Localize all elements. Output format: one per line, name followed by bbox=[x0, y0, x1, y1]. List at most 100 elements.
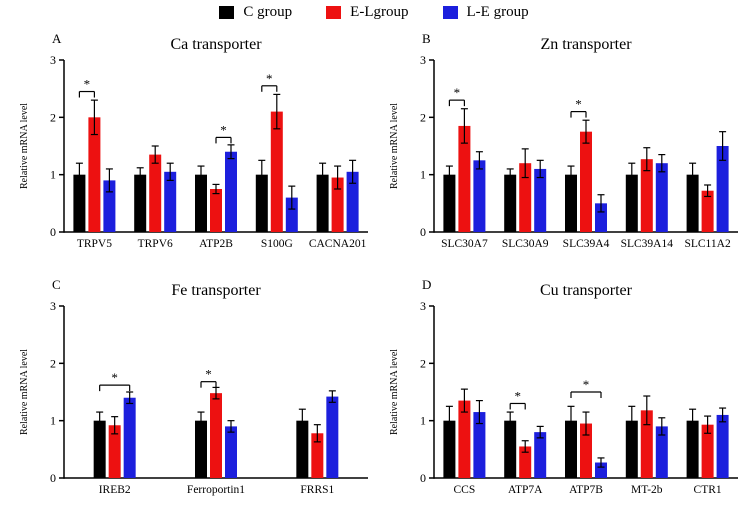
category-label: SLC39A14 bbox=[621, 238, 674, 250]
chart-title: Ca transporter bbox=[170, 36, 262, 53]
y-tick-label: 3 bbox=[420, 53, 426, 67]
bar bbox=[458, 125, 471, 232]
category-label: SLC30A7 bbox=[441, 238, 488, 250]
bar bbox=[580, 423, 592, 478]
significance-star: * bbox=[575, 97, 582, 112]
bar bbox=[686, 174, 699, 232]
significance-star: * bbox=[205, 367, 212, 382]
bar bbox=[103, 180, 116, 232]
bar bbox=[195, 420, 207, 478]
legend-label-c-group: C group bbox=[243, 4, 293, 20]
significance-star: * bbox=[220, 122, 227, 137]
significance-star: * bbox=[84, 77, 91, 92]
bar bbox=[640, 159, 653, 232]
bar bbox=[565, 174, 577, 232]
chart-title: Zn transporter bbox=[540, 36, 632, 53]
bar bbox=[195, 174, 207, 232]
legend-label-el-group: E-Lgroup bbox=[350, 4, 409, 20]
y-tick-label: 0 bbox=[50, 471, 56, 485]
bar bbox=[88, 117, 101, 232]
y-axis-label: Relative mRNA level bbox=[19, 349, 30, 435]
category-label: CCS bbox=[454, 484, 476, 496]
bar bbox=[595, 203, 607, 232]
bar bbox=[640, 410, 653, 478]
bar bbox=[534, 432, 547, 478]
bar bbox=[504, 174, 517, 232]
legend-swatch-el-group bbox=[326, 6, 342, 19]
bar-chart-svg: A Ca transporter Relative mRNA level 0 1 2 3 TR… bbox=[19, 31, 368, 250]
bar bbox=[326, 396, 339, 478]
y-tick-label: 0 bbox=[420, 225, 426, 239]
bar bbox=[108, 425, 121, 478]
bar bbox=[686, 420, 699, 478]
panel-letter: D bbox=[422, 277, 431, 292]
panel-d-cu-transporter-chart: D Cu transporter Relative mRNA level 0 1 2 3 CC… bbox=[386, 276, 748, 504]
category-label: TRPV5 bbox=[77, 238, 112, 250]
bar-chart-svg: D Cu transporter Relative mRNA level 0 1 2 3 CC… bbox=[389, 277, 738, 496]
legend-label-le-group: L-E group bbox=[466, 4, 529, 20]
y-tick-label: 3 bbox=[420, 299, 426, 313]
significance-star: * bbox=[514, 388, 521, 403]
y-tick-label: 1 bbox=[50, 168, 56, 182]
panel-b-zn-transporter-chart: B Zn transporter Relative mRNA level 0 1 2 3 SL… bbox=[386, 30, 748, 258]
category-label: Ferroportin1 bbox=[187, 484, 245, 496]
bar bbox=[580, 131, 592, 232]
category-label: IREB2 bbox=[99, 484, 131, 496]
chart-title: Cu transporter bbox=[540, 282, 633, 299]
bar bbox=[270, 111, 283, 232]
bar bbox=[149, 154, 162, 232]
bar bbox=[134, 174, 147, 232]
bar bbox=[285, 197, 298, 232]
bar bbox=[255, 174, 268, 232]
panel-letter: C bbox=[52, 277, 61, 292]
bar bbox=[210, 189, 222, 232]
significance-star: * bbox=[583, 377, 590, 392]
y-tick-label: 0 bbox=[50, 225, 56, 239]
bar bbox=[716, 414, 729, 478]
y-tick-label: 1 bbox=[50, 414, 56, 428]
category-label: CTR1 bbox=[694, 484, 722, 496]
bar bbox=[443, 174, 456, 232]
legend-swatch-c-group bbox=[219, 6, 235, 19]
bar bbox=[311, 433, 324, 478]
bar bbox=[655, 163, 668, 232]
bar bbox=[504, 420, 517, 478]
bar bbox=[595, 462, 607, 478]
category-label: S100G bbox=[261, 238, 293, 250]
bar bbox=[716, 146, 729, 232]
bar bbox=[534, 168, 547, 232]
panel-a-ca-transporter-chart: A Ca transporter Relative mRNA level 0 1 2 3 TR… bbox=[16, 30, 378, 258]
bar bbox=[473, 160, 486, 232]
y-tick-label: 2 bbox=[420, 356, 426, 370]
category-label: CACNA201 bbox=[309, 238, 367, 250]
y-tick-label: 2 bbox=[50, 110, 56, 124]
bar bbox=[73, 174, 86, 232]
panel-letter: A bbox=[52, 31, 62, 46]
category-label: SLC39A4 bbox=[563, 238, 610, 250]
bar bbox=[519, 163, 532, 232]
bar-chart-svg: C Fe transporter Relative mRNA level 0 1 2 3 IR… bbox=[19, 277, 368, 496]
category-label: SLC30A9 bbox=[502, 238, 549, 250]
bar bbox=[93, 420, 106, 478]
category-label: TRPV6 bbox=[138, 238, 173, 250]
bar bbox=[346, 171, 359, 232]
category-label: MT-2b bbox=[631, 484, 663, 496]
y-tick-label: 1 bbox=[420, 168, 426, 182]
y-tick-label: 2 bbox=[420, 110, 426, 124]
chart-title: Fe transporter bbox=[171, 282, 261, 299]
bar bbox=[123, 397, 136, 478]
legend-swatch-le-group bbox=[442, 6, 458, 19]
bar bbox=[316, 174, 329, 232]
bar bbox=[655, 426, 668, 478]
y-tick-label: 2 bbox=[50, 356, 56, 370]
y-tick-label: 3 bbox=[50, 299, 56, 313]
bar bbox=[225, 426, 237, 478]
y-axis-label: Relative mRNA level bbox=[389, 349, 400, 435]
panel-c-fe-transporter-chart: C Fe transporter Relative mRNA level 0 1 2 3 IR… bbox=[16, 276, 378, 504]
bar-chart-svg: B Zn transporter Relative mRNA level 0 1 2 3 SL… bbox=[389, 31, 738, 250]
bar bbox=[519, 446, 532, 478]
bar bbox=[225, 151, 237, 232]
bar bbox=[296, 420, 309, 478]
significance-star: * bbox=[266, 71, 273, 86]
